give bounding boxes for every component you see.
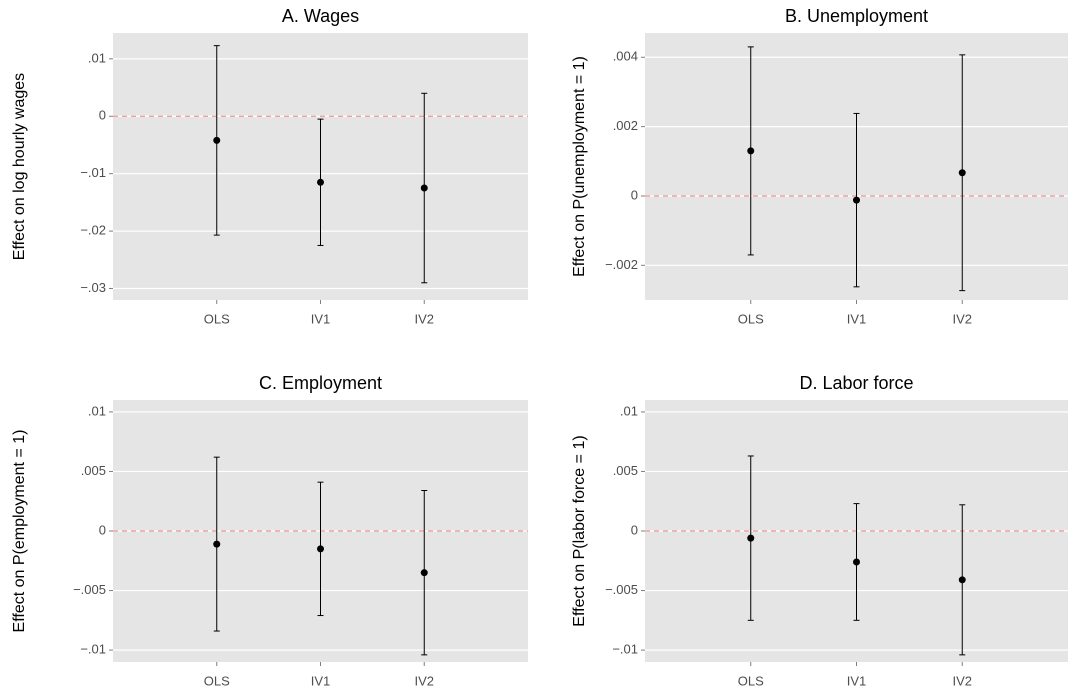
point: [958, 169, 966, 177]
y-tick-label: −.01: [80, 165, 106, 180]
point: [213, 136, 221, 144]
panel: B. Unemployment Effect on P(unemployment …: [571, 6, 1068, 326]
x-tick-label: IV2: [414, 673, 434, 688]
panel-title: A. Wages: [282, 6, 359, 26]
point: [853, 196, 860, 204]
y-tick-label: .005: [613, 463, 638, 478]
x-tick-label: OLS: [738, 311, 764, 326]
panel: C. Employment Effect on P(employment = 1)…: [11, 373, 528, 688]
x-tick-label: IV1: [311, 673, 331, 688]
x-tick-label: IV2: [414, 311, 434, 326]
x-tick-label: IV1: [847, 311, 867, 326]
y-tick-label: .004: [613, 49, 638, 64]
y-tick-label: −.002: [605, 257, 638, 272]
point: [747, 534, 755, 542]
point: [420, 569, 428, 577]
y-tick-label: .01: [88, 403, 106, 418]
panel-title: B. Unemployment: [785, 6, 928, 26]
y-axis-label: Effect on P(employment = 1): [11, 430, 28, 633]
point: [747, 147, 755, 155]
y-tick-label: .01: [88, 50, 106, 65]
y-tick-label: −.01: [612, 642, 638, 657]
y-tick-label: .002: [613, 118, 638, 133]
x-tick-label: IV1: [847, 673, 867, 688]
x-tick-label: OLS: [204, 311, 230, 326]
y-tick-label: −.005: [605, 582, 638, 597]
y-axis-label: Effect on P(unemployment = 1): [571, 56, 588, 277]
y-axis-label: Effect on P(labor force = 1): [571, 435, 588, 626]
point: [853, 558, 860, 566]
panel-title: C. Employment: [259, 373, 382, 393]
x-tick-label: IV2: [952, 673, 972, 688]
x-tick-label: IV2: [952, 311, 972, 326]
y-axis-label: Effect on log hourly wages: [11, 73, 28, 260]
y-tick-label: 0: [631, 187, 638, 202]
point: [317, 178, 324, 186]
point: [958, 576, 966, 584]
y-tick-label: −.005: [73, 582, 106, 597]
y-tick-label: .01: [620, 403, 638, 418]
y-tick-label: −.02: [80, 223, 106, 238]
panel: D. Labor force Effect on P(labor force = …: [571, 373, 1068, 688]
panel-title: D. Labor force: [799, 373, 913, 393]
y-tick-label: 0: [99, 108, 106, 123]
y-tick-label: .005: [81, 463, 106, 478]
y-tick-label: 0: [631, 522, 638, 537]
y-tick-label: 0: [99, 522, 106, 537]
x-tick-label: OLS: [738, 673, 764, 688]
point: [317, 545, 324, 553]
point: [420, 184, 428, 192]
x-tick-label: OLS: [204, 673, 230, 688]
point: [213, 540, 221, 548]
x-tick-label: IV1: [311, 311, 331, 326]
panel: A. Wages Effect on log hourly wages −.03 −.…: [11, 6, 528, 326]
y-tick-label: −.03: [80, 280, 106, 295]
y-tick-label: −.01: [80, 642, 106, 657]
